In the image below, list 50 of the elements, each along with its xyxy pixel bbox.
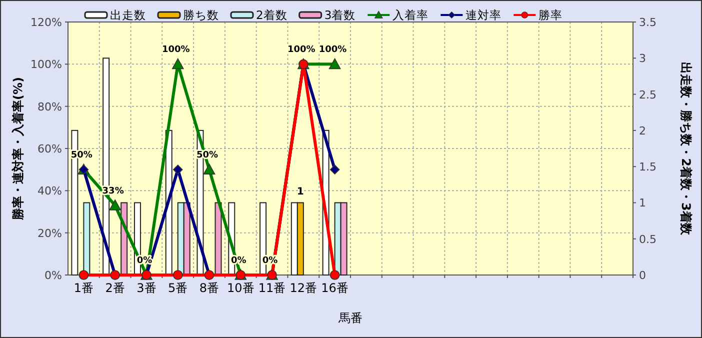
x-axis-title: 馬番 <box>338 311 362 325</box>
x-tick-label: 12番 <box>290 281 318 295</box>
y-tick-label: 60% <box>38 142 62 156</box>
x-tick-label: 8番 <box>199 281 220 295</box>
y-tick-label: 20% <box>38 226 62 240</box>
point <box>203 164 216 174</box>
data-label: 1 <box>296 186 304 198</box>
point <box>330 164 340 174</box>
legend-label: 2着数 <box>256 8 288 22</box>
bar <box>83 202 90 276</box>
x-tick-label: 2番 <box>105 281 125 295</box>
x-tick-label: 5番 <box>168 281 188 295</box>
y2-tick-label: 3 <box>639 52 646 66</box>
legend-label: 出走数 <box>110 8 146 22</box>
legend-label: 3着数 <box>324 8 356 22</box>
point <box>78 270 89 280</box>
point <box>172 58 184 70</box>
data-label: 100% <box>162 45 190 56</box>
x-tick-label: 1番 <box>74 281 94 295</box>
y2-tick-label: 1.5 <box>639 160 656 174</box>
point <box>330 270 340 280</box>
data-label: 100% <box>318 45 347 56</box>
x-tick-label: 16番 <box>321 281 348 295</box>
point <box>172 270 183 280</box>
data-label: 0% <box>136 256 152 266</box>
y2-tick-label: 2.5 <box>639 88 656 102</box>
y2-tick-label: 3.5 <box>639 16 656 29</box>
legend-label: 勝ち数 <box>183 8 219 22</box>
data-label: 100% <box>288 45 316 56</box>
bar <box>214 202 222 276</box>
y2-tick-label: 1 <box>639 196 646 210</box>
x-tick-label: 3番 <box>136 281 156 295</box>
point <box>172 164 183 174</box>
y2-tick-label: 0.5 <box>639 232 656 246</box>
x-tick-label: 10番 <box>227 281 254 295</box>
point <box>109 200 121 210</box>
y-tick-label: 80% <box>38 100 62 114</box>
y2-axis-title: 出走数・勝ち数・2着数・3着数 <box>679 62 693 236</box>
y-tick-label: 0% <box>44 269 62 282</box>
y-tick-label: 40% <box>38 184 62 198</box>
y-tick-label: 120% <box>30 16 62 29</box>
y-tick-label: 100% <box>30 58 62 72</box>
x-tick-label: 11番 <box>258 281 286 295</box>
y2-tick-label: 2 <box>639 124 646 138</box>
y-axis-title: 勝率・連対率・入着率(%) <box>11 77 25 221</box>
legend-label: 勝率 <box>538 8 563 22</box>
y2-tick-label: 0 <box>639 269 646 282</box>
legend-label: 連対率 <box>466 8 502 22</box>
point <box>328 58 341 70</box>
legend-label: 入着率 <box>392 8 429 22</box>
